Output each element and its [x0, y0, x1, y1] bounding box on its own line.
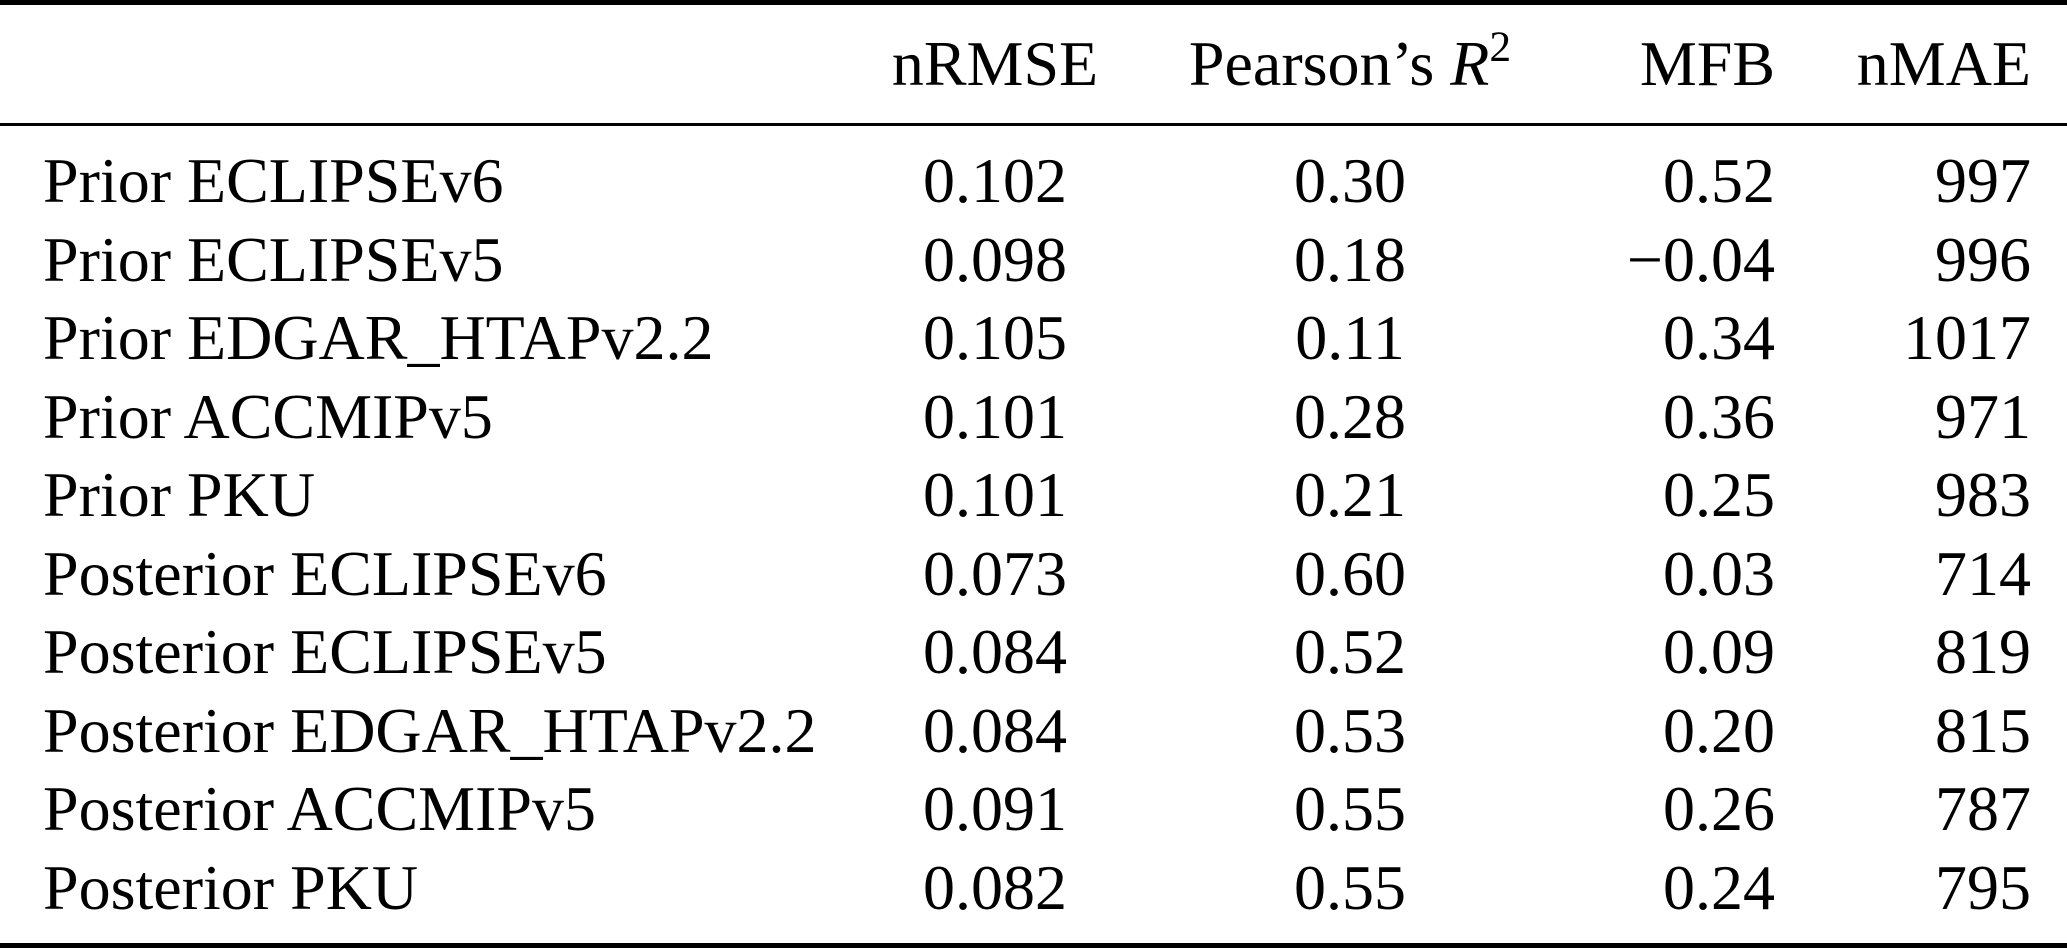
nrmse-value: 0.101 — [923, 459, 1067, 531]
pearson-value: 0.53 — [1294, 694, 1406, 766]
pearson-value: 0.60 — [1294, 537, 1406, 609]
row-label: Posterior ACCMIPv5 — [43, 773, 596, 845]
header-mfb: MFB — [1639, 28, 1775, 99]
nmae-value: 997 — [1935, 145, 2031, 217]
row-label: Prior EDGAR_HTAPv2.2 — [43, 302, 714, 374]
mfb-value: 0.09 — [1663, 616, 1775, 688]
nrmse-value: 0.082 — [923, 851, 1067, 923]
nmae-value: 787 — [1935, 773, 2031, 845]
mfb-value: 0.24 — [1663, 851, 1775, 923]
table-row: Posterior ECLIPSEv5 0.084 0.52 0.09 819 — [0, 613, 2067, 692]
row-label: Posterior ECLIPSEv5 — [43, 616, 607, 688]
row-label: Prior ACCMIPv5 — [43, 380, 493, 452]
nmae-value: 971 — [1935, 380, 2031, 452]
pearson-value: 0.55 — [1294, 773, 1406, 845]
mfb-value: 0.26 — [1663, 773, 1775, 845]
mfb-value: −0.04 — [1626, 223, 1775, 295]
table-row: Posterior PKU 0.082 0.55 0.24 795 — [0, 849, 2067, 928]
header-pearson-exponent: 2 — [1489, 23, 1512, 72]
table-row: Prior ECLIPSEv6 0.102 0.30 0.52 997 — [0, 142, 2067, 221]
table-row: Prior PKU 0.101 0.21 0.25 983 — [0, 456, 2067, 535]
row-label: Prior ECLIPSEv5 — [43, 223, 504, 295]
row-label: Posterior EDGAR_HTAPv2.2 — [43, 694, 817, 766]
table-bottom-rule — [0, 943, 2067, 948]
mfb-value: 0.25 — [1663, 459, 1775, 531]
header-nrmse: nRMSE — [891, 28, 1099, 99]
nrmse-value: 0.101 — [923, 380, 1067, 452]
table-row: Posterior ECLIPSEv6 0.073 0.60 0.03 714 — [0, 535, 2067, 614]
table-row: Posterior EDGAR_HTAPv2.2 0.084 0.53 0.20… — [0, 692, 2067, 771]
mfb-value: 0.34 — [1663, 302, 1775, 374]
pearson-value: 0.21 — [1294, 459, 1406, 531]
row-label: Posterior PKU — [43, 851, 419, 923]
nmae-value: 815 — [1935, 694, 2031, 766]
nrmse-value: 0.084 — [923, 616, 1067, 688]
nrmse-value: 0.084 — [923, 694, 1067, 766]
nmae-value: 983 — [1935, 459, 2031, 531]
pearson-value: 0.28 — [1294, 380, 1406, 452]
table-top-rule — [0, 0, 2067, 5]
nmae-value: 819 — [1935, 616, 2031, 688]
nrmse-value: 0.105 — [923, 302, 1067, 374]
nrmse-value: 0.098 — [923, 223, 1067, 295]
row-label: Prior ECLIPSEv6 — [43, 145, 504, 217]
mfb-value: 0.52 — [1663, 145, 1775, 217]
header-pearson-symbol: R — [1450, 28, 1490, 99]
row-label: Prior PKU — [43, 459, 316, 531]
pearson-value: 0.55 — [1294, 851, 1406, 923]
table-row: Posterior ACCMIPv5 0.091 0.55 0.26 787 — [0, 770, 2067, 849]
row-label: Posterior ECLIPSEv6 — [43, 537, 607, 609]
nrmse-value: 0.091 — [923, 773, 1067, 845]
table-header-rule — [0, 123, 2067, 126]
header-nmae: nMAE — [1856, 28, 2031, 99]
nrmse-value: 0.073 — [923, 537, 1067, 609]
nmae-value: 795 — [1935, 851, 2031, 923]
pearson-value: 0.18 — [1294, 223, 1406, 295]
pearson-value: 0.11 — [1295, 302, 1405, 374]
table-row: Prior EDGAR_HTAPv2.2 0.105 0.11 0.34 101… — [0, 299, 2067, 378]
table-header-row: nRMSE Pearson’s R2 MFB nMAE — [0, 5, 2067, 123]
nmae-value: 1017 — [1903, 302, 2031, 374]
nmae-value: 996 — [1935, 223, 2031, 295]
header-pearson-prefix: Pearson’s — [1188, 28, 1451, 99]
mfb-value: 0.36 — [1663, 380, 1775, 452]
table-row: Prior ECLIPSEv5 0.098 0.18 −0.04 996 — [0, 221, 2067, 300]
pearson-value: 0.52 — [1294, 616, 1406, 688]
header-pearson-r2: Pearson’s R2 — [1120, 25, 1580, 101]
mfb-value: 0.20 — [1663, 694, 1775, 766]
table-body: Prior ECLIPSEv6 0.102 0.30 0.52 997 Prio… — [0, 126, 2067, 943]
mfb-value: 0.03 — [1663, 537, 1775, 609]
nmae-value: 714 — [1935, 537, 2031, 609]
nrmse-value: 0.102 — [923, 145, 1067, 217]
table-row: Prior ACCMIPv5 0.101 0.28 0.36 971 — [0, 378, 2067, 457]
pearson-value: 0.30 — [1294, 145, 1406, 217]
